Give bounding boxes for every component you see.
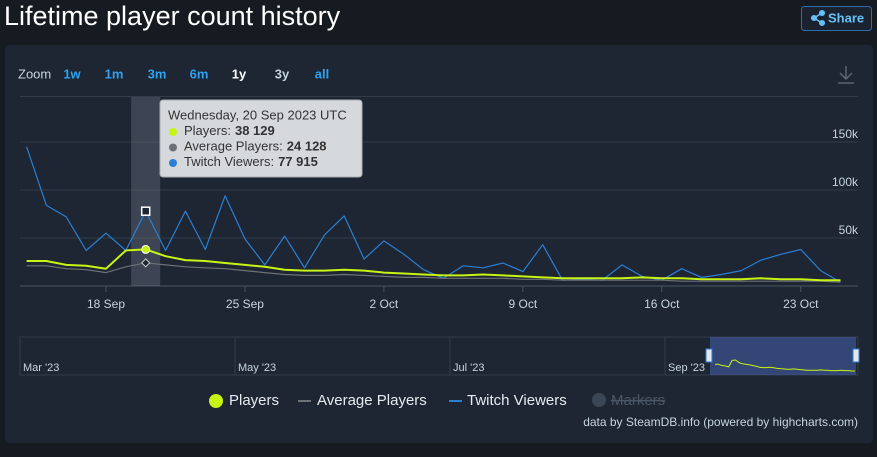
tooltip-title: Wednesday, 20 Sep 2023 UTC	[168, 107, 347, 122]
navigator-handle[interactable]	[705, 348, 713, 363]
tooltip-name: Average Players:	[184, 139, 283, 154]
share-button[interactable]: Share	[801, 6, 872, 31]
zoom-button[interactable]: 1y	[232, 66, 247, 81]
tooltip-row: Twitch Viewers: 77 915	[184, 154, 318, 169]
navigator-line	[715, 359, 855, 372]
tooltip-name: Twitch Viewers:	[184, 154, 274, 169]
zoom-button[interactable]: 1w	[63, 66, 81, 81]
share-label[interactable]: Share	[828, 10, 864, 25]
page-title: Lifetime player count history	[4, 1, 341, 31]
x-tick-label: 16 Oct	[644, 297, 680, 311]
tooltip-row: Average Players: 24 128	[184, 139, 327, 154]
x-tick-label: 2 Oct	[370, 297, 399, 311]
hover-marker	[141, 244, 151, 254]
tooltip-swatch	[169, 128, 177, 136]
zoom-button[interactable]: all	[315, 66, 329, 81]
series-line	[26, 262, 841, 283]
x-tick-label: 9 Oct	[509, 297, 538, 311]
zoom-button[interactable]: 3m	[148, 66, 167, 81]
y-tick-label: 150k	[832, 127, 859, 141]
legend-swatch[interactable]	[209, 394, 223, 408]
tooltip-value: 38 129	[235, 123, 275, 138]
hover-band	[131, 97, 161, 286]
hover-marker	[140, 206, 151, 216]
zoom-label: Zoom	[18, 66, 51, 81]
x-tick-label: 25 Sep	[226, 297, 264, 311]
tooltip-box	[159, 99, 363, 178]
share-icon	[810, 9, 826, 27]
hover-marker	[140, 258, 151, 268]
navigator-label: May '23	[238, 362, 276, 374]
navigator-label: Mar '23	[23, 362, 59, 374]
tooltip-row: Players: 38 129	[184, 123, 275, 138]
navigator	[19, 336, 859, 376]
legend-label[interactable]: Markers	[611, 392, 665, 409]
tooltip-value: 24 128	[287, 139, 327, 154]
navigator-handle[interactable]	[852, 348, 860, 363]
zoom-button[interactable]: 1m	[105, 66, 124, 81]
tooltip-value: 77 915	[278, 154, 318, 169]
legend-label[interactable]: Average Players	[317, 392, 427, 409]
tooltip-name: Players:	[184, 123, 231, 138]
zoom-button[interactable]: 6m	[190, 66, 209, 81]
navigator-label: Sep '23	[668, 362, 705, 374]
credits: data by SteamDB.info (powered by highcha…	[583, 415, 858, 429]
x-tick-label: 23 Oct	[783, 297, 819, 311]
legend-label[interactable]: Twitch Viewers	[467, 392, 567, 409]
legend-swatch[interactable]	[592, 393, 606, 407]
y-tick-label: 50k	[839, 223, 859, 237]
series-line	[26, 248, 841, 282]
tooltip-swatch	[169, 143, 177, 152]
download-icon[interactable]	[838, 66, 854, 84]
tooltip-swatch	[169, 159, 177, 167]
navigator-label: Jul '23	[453, 362, 484, 374]
zoom-button[interactable]: 3y	[275, 66, 290, 81]
x-tick-label: 18 Sep	[87, 297, 125, 311]
legend-label[interactable]: Players	[229, 392, 279, 409]
y-tick-label: 100k	[832, 175, 859, 189]
